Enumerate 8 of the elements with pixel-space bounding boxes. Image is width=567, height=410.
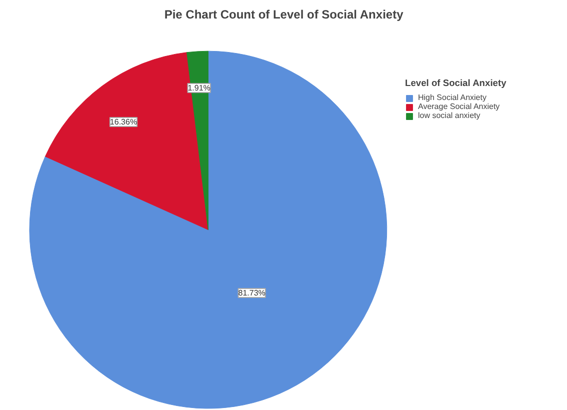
chart-title: Pie Chart Count of Level of Social Anxiety (164, 8, 404, 22)
legend-title: Level of Social Anxiety (405, 78, 506, 88)
legend-label: High Social Anxiety (418, 93, 486, 102)
data-label: 1.91% (188, 83, 210, 92)
data-label: 81.73% (238, 288, 266, 298)
data-label: 16.36% (110, 118, 138, 127)
legend-label: Average Social Anxiety (418, 102, 500, 111)
legend-label: low social anxiety (418, 111, 480, 120)
